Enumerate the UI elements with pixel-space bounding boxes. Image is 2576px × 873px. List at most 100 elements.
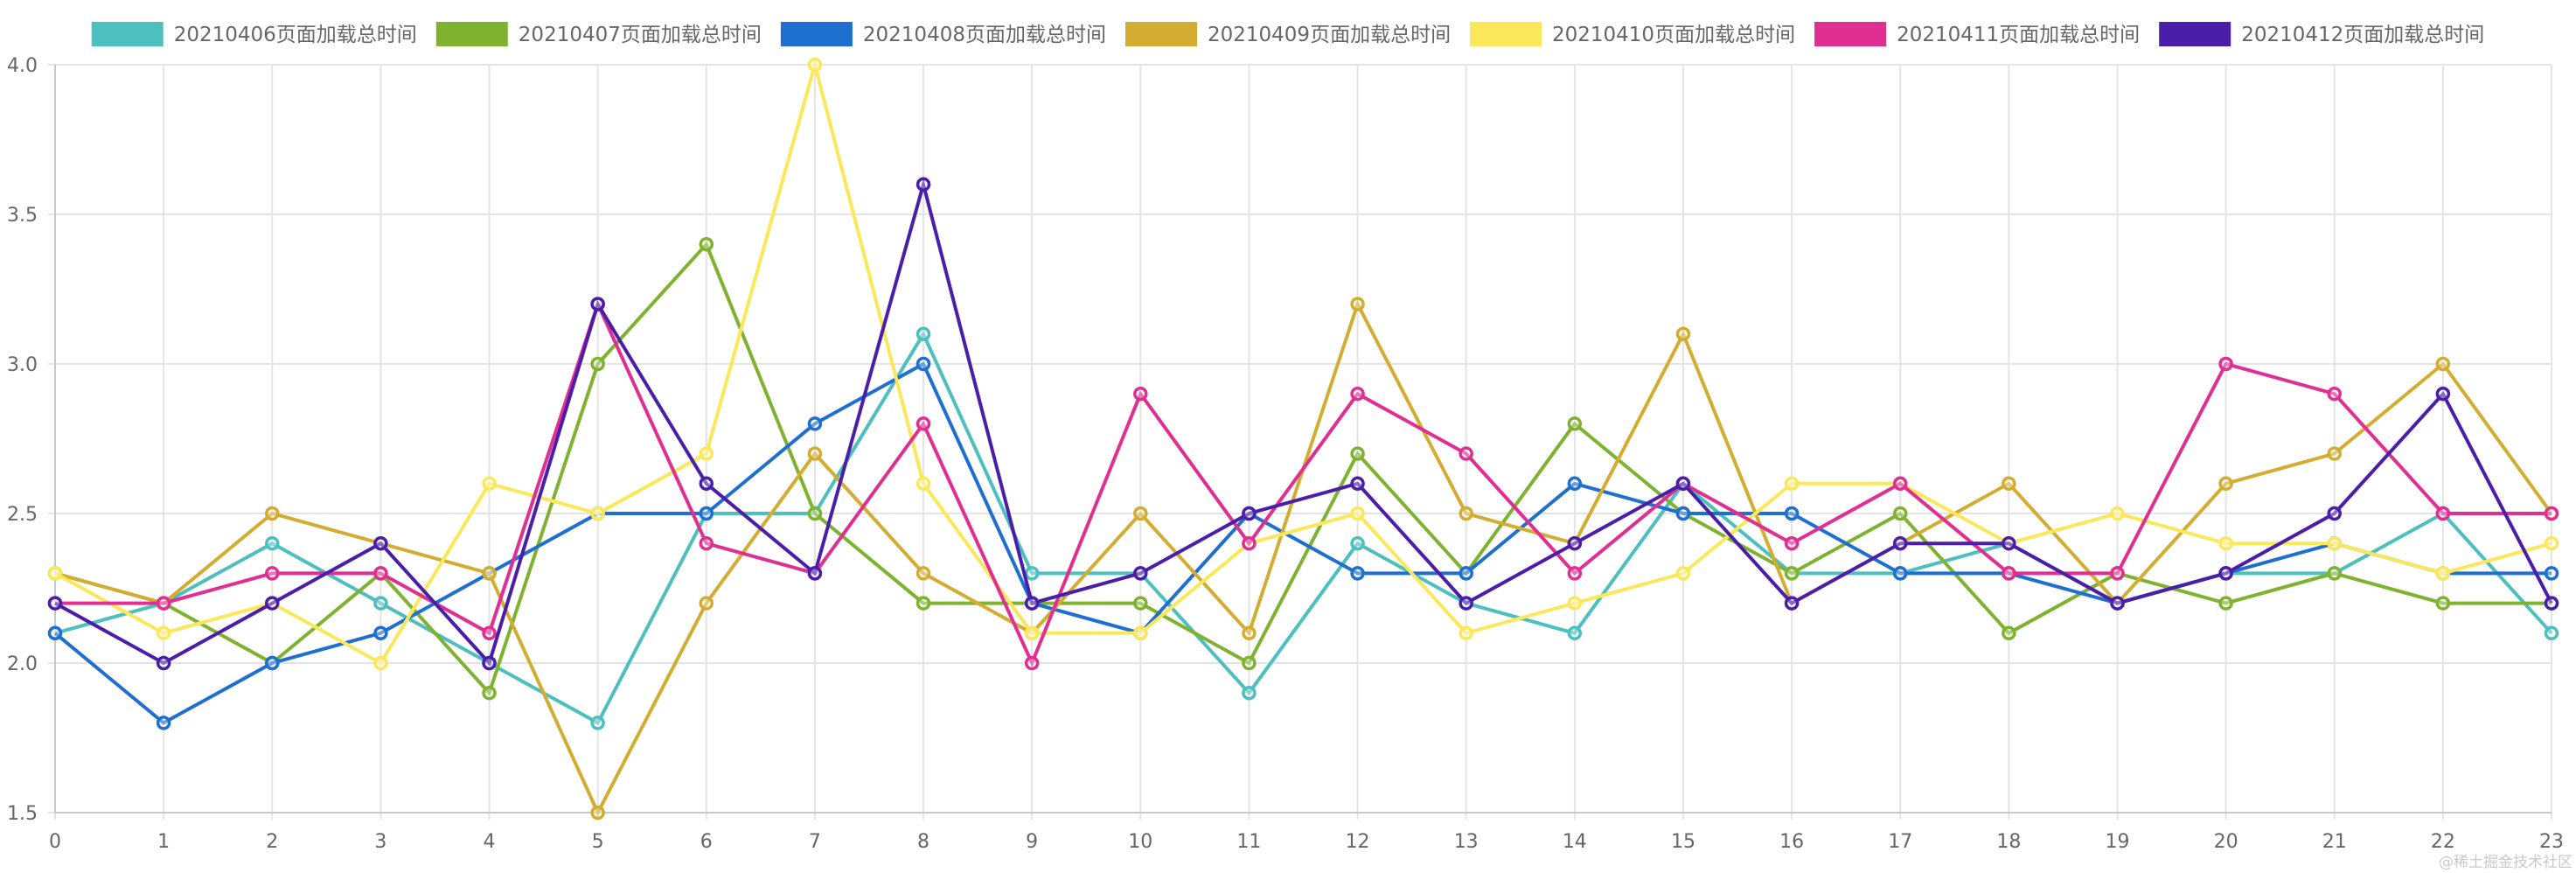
x-tick-label: 18	[1996, 831, 2021, 853]
data-point	[2002, 625, 2016, 641]
legend-label: 20210408页面加载总时间	[863, 24, 1106, 46]
data-point	[1784, 566, 1800, 581]
x-tick-label: 11	[1236, 831, 1261, 853]
data-point	[47, 625, 63, 641]
data-point	[2327, 506, 2342, 521]
data-point	[1133, 506, 1148, 521]
series-line	[54, 58, 2552, 666]
x-tick-label: 20	[2214, 831, 2238, 853]
data-point	[590, 297, 605, 311]
x-tick-label: 22	[2431, 831, 2455, 853]
data-point	[1892, 535, 1908, 551]
data-point	[2435, 566, 2451, 581]
data-point	[2544, 566, 2559, 581]
data-point	[156, 655, 171, 671]
data-point	[2435, 596, 2451, 611]
legend-label: 20210410页面加载总时间	[1552, 24, 1795, 46]
x-tick-label: 6	[700, 831, 713, 853]
data-point	[1242, 685, 1257, 701]
legend-item: 20210409页面加载总时间	[1125, 22, 1451, 46]
data-point	[1892, 566, 1908, 581]
series-lines	[47, 57, 2559, 821]
data-point	[265, 535, 280, 551]
data-point	[1567, 476, 1583, 492]
data-point	[2544, 506, 2559, 521]
x-tick-label: 12	[1346, 831, 1370, 853]
data-point	[2218, 596, 2233, 611]
data-point	[699, 535, 714, 551]
data-point	[590, 805, 605, 821]
legend-swatch	[780, 22, 853, 46]
x-tick-label: 7	[809, 831, 821, 853]
data-point	[1567, 566, 1583, 581]
series-6	[47, 297, 2559, 671]
data-point	[1133, 596, 1148, 611]
series-line	[53, 361, 2552, 725]
y-tick-label: 4.0	[7, 55, 38, 77]
data-point	[1675, 506, 1691, 521]
data-point	[1024, 596, 1040, 611]
data-point	[1675, 326, 1691, 342]
data-point	[807, 506, 823, 521]
legend-label: 20210406页面加载总时间	[174, 24, 417, 46]
data-point	[2544, 535, 2559, 551]
y-tick-label: 3.5	[7, 205, 38, 227]
data-point	[916, 356, 931, 372]
legend-swatch	[1125, 22, 1197, 46]
data-point	[1350, 506, 1365, 521]
data-point	[916, 326, 931, 342]
data-point	[807, 566, 823, 581]
data-point	[156, 596, 171, 611]
data-point	[2002, 566, 2016, 581]
legend-label: 20210409页面加载总时间	[1208, 24, 1451, 46]
x-tick-label: 9	[1026, 831, 1038, 853]
x-tick-label: 3	[374, 831, 386, 853]
legend-item: 20210407页面加载总时间	[435, 22, 762, 46]
data-point	[2435, 506, 2451, 521]
data-point	[1675, 476, 1691, 492]
x-tick-label: 4	[484, 831, 496, 853]
data-point	[1024, 625, 1040, 641]
x-tick-label: 23	[2539, 831, 2564, 853]
x-tick-label: 2	[266, 831, 278, 853]
data-point	[2435, 386, 2451, 402]
data-point	[699, 236, 714, 252]
data-point	[2110, 506, 2125, 521]
data-point	[1675, 566, 1691, 581]
data-point	[265, 506, 280, 521]
y-tick-label: 1.5	[7, 803, 38, 825]
data-point	[1567, 535, 1583, 551]
data-point	[482, 566, 497, 581]
watermark: @稀土掘金技术社区	[2439, 854, 2573, 871]
data-point	[1892, 506, 1908, 521]
data-point	[916, 596, 931, 611]
x-tick-label: 13	[1454, 831, 1479, 853]
data-point	[265, 566, 280, 581]
data-point	[2002, 476, 2016, 492]
y-tick-label: 3.0	[7, 354, 38, 376]
data-point	[1459, 566, 1473, 581]
data-point	[47, 566, 63, 581]
data-point	[265, 596, 280, 611]
data-point	[373, 596, 388, 611]
legend-item: 20210408页面加载总时间	[780, 22, 1106, 46]
data-point	[2218, 476, 2233, 492]
legend-label: 20210407页面加载总时间	[519, 24, 762, 46]
data-point	[1242, 625, 1257, 641]
legend-item: 20210406页面加载总时间	[91, 22, 417, 46]
data-point	[1892, 476, 1908, 492]
data-point	[1459, 506, 1473, 521]
data-point	[699, 596, 714, 611]
data-point	[156, 716, 171, 730]
data-point	[1133, 625, 1148, 641]
data-point	[916, 566, 931, 581]
data-point	[2110, 596, 2125, 611]
x-tick-label: 8	[917, 831, 929, 853]
data-point	[1459, 596, 1473, 611]
data-point	[156, 625, 171, 641]
data-point	[807, 416, 823, 431]
x-tick-label: 14	[1563, 831, 1587, 853]
data-point	[482, 476, 497, 492]
x-tick-label: 15	[1671, 831, 1695, 853]
